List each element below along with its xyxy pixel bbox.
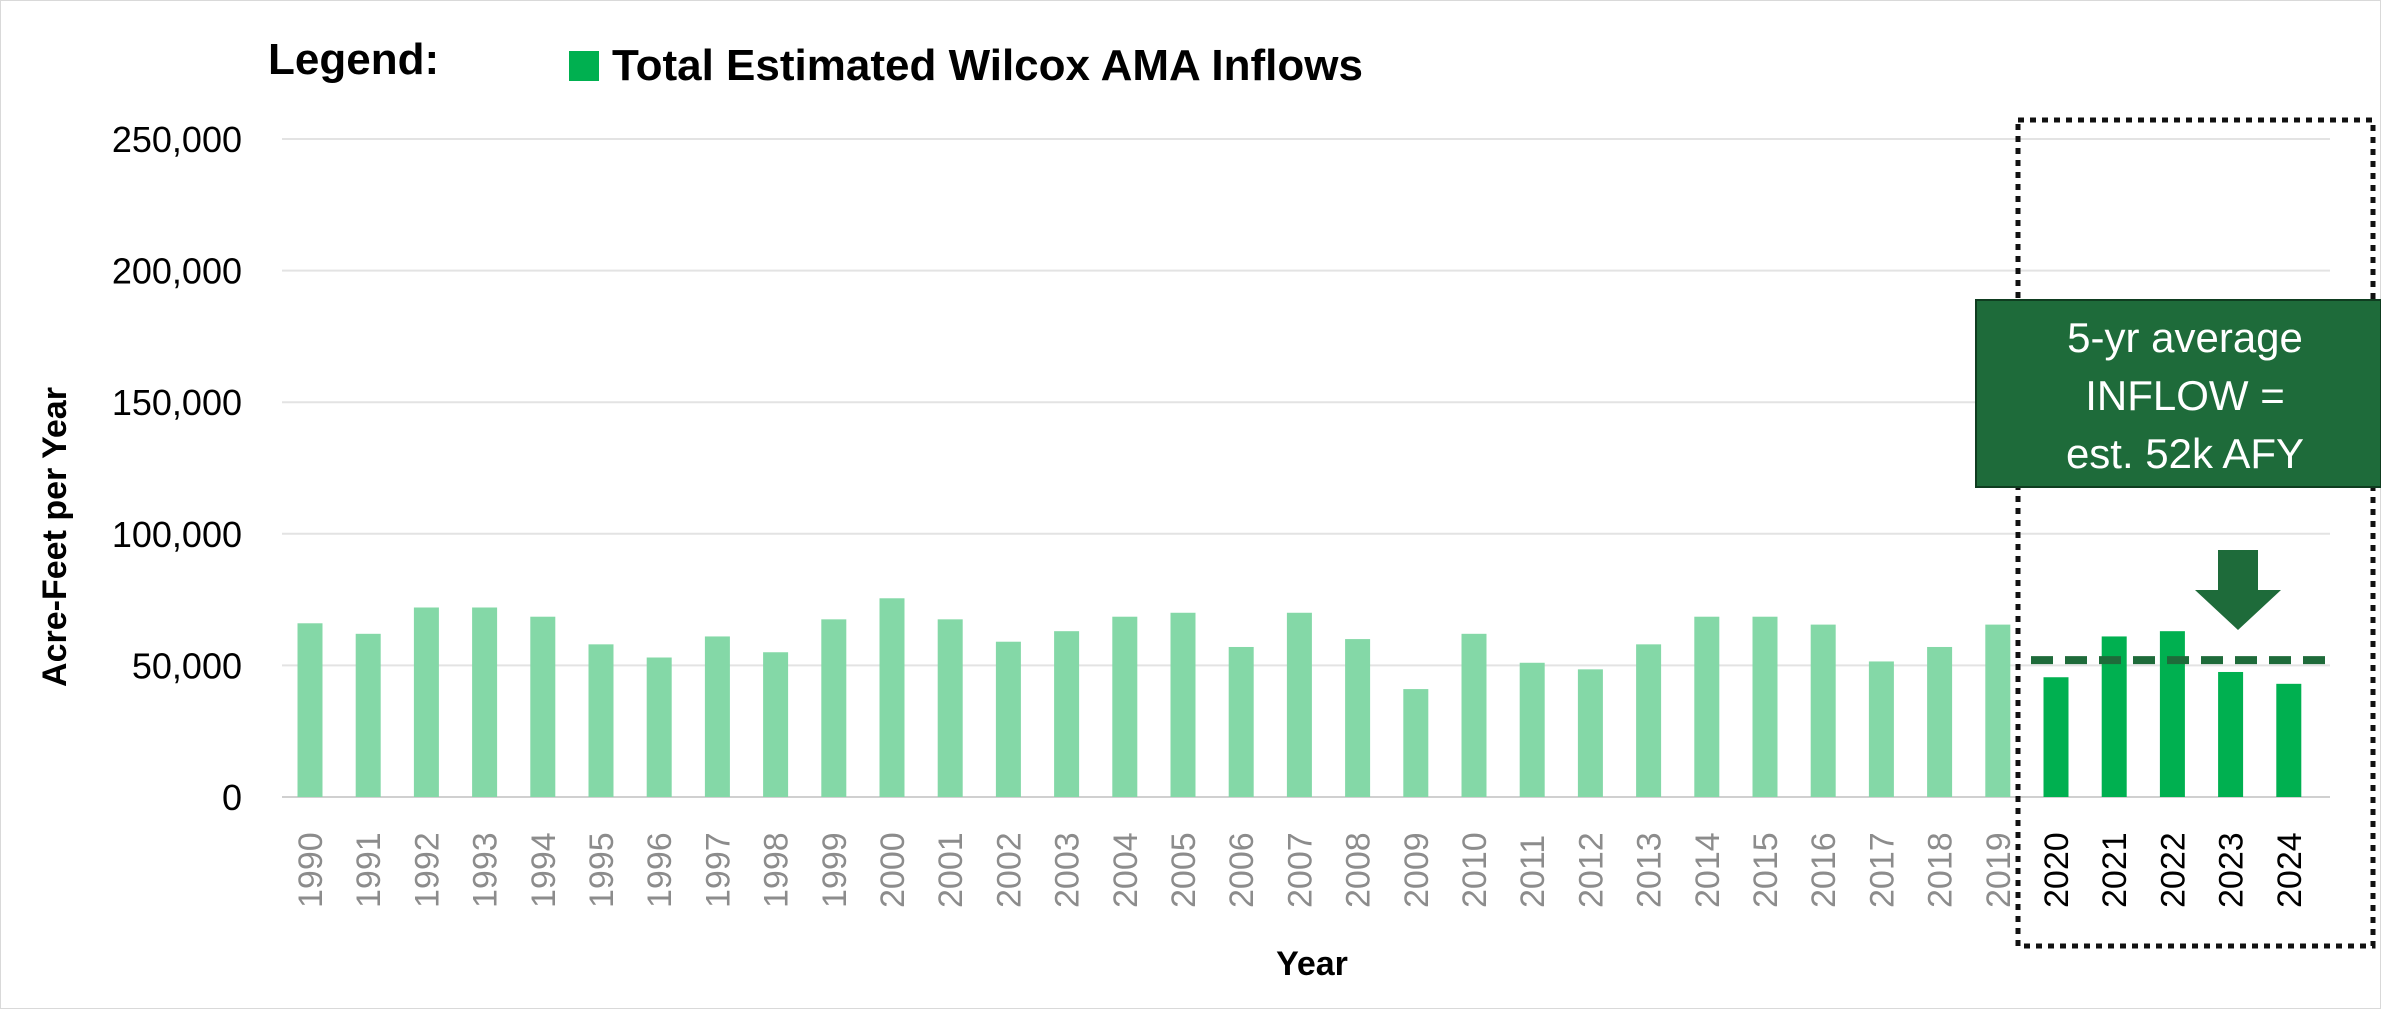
x-tick-label: 2000: [874, 832, 912, 908]
x-tick-label: 2017: [1863, 832, 1901, 908]
y-axis-ticks: 0 50,000 100,000 150,000 200,000 250,000: [112, 119, 242, 818]
bar-2003: [1054, 631, 1080, 797]
callout-line-2: INFLOW =: [2085, 372, 2285, 419]
x-tick-label: 2003: [1049, 832, 1087, 908]
callout-line-3: est. 52k AFY: [2066, 430, 2304, 477]
x-tick-label: 1994: [525, 832, 563, 908]
bar-2009: [1403, 689, 1429, 797]
x-tick-label: 2012: [1572, 832, 1610, 908]
bar-2023: [2218, 671, 2244, 797]
x-axis-ticks: 1990 1991 1992 1993 1994 1995 1996 1997 1998 1999…: [292, 832, 2309, 908]
callout: 5-yr average INFLOW = est. 52k AFY: [1975, 299, 2381, 488]
x-axis-label: Year: [1276, 945, 1348, 983]
down-arrow-icon: [2195, 550, 2281, 630]
x-tick-label: 2005: [1165, 832, 1203, 908]
x-tick-label: 2010: [1456, 832, 1494, 908]
y-tick-label: 50,000: [132, 645, 242, 686]
bar-2013: [1636, 644, 1662, 797]
bar-2001: [937, 619, 963, 797]
x-tick-label: 1993: [467, 832, 505, 908]
x-tick-label: 1999: [816, 832, 854, 908]
bar-2012: [1577, 669, 1603, 797]
bar-2008: [1345, 639, 1371, 797]
x-tick-label: 2014: [1689, 832, 1727, 908]
x-tick-label: 1996: [641, 832, 679, 908]
legend-swatch: [569, 51, 599, 81]
bar-1997: [704, 636, 730, 797]
x-tick-label: 2011: [1514, 835, 1552, 908]
x-tick-label: 2021: [2096, 832, 2134, 908]
bar-2016: [1810, 624, 1836, 797]
bar-2014: [1694, 616, 1720, 797]
x-tick-label: 2024: [2271, 832, 2309, 908]
bar-2006: [1228, 646, 1254, 797]
bar-2010: [1461, 633, 1487, 797]
bar-1992: [413, 607, 439, 797]
y-tick-label: 100,000: [112, 514, 242, 555]
x-tick-label: 1997: [699, 832, 737, 908]
x-tick-label: 1990: [292, 832, 330, 908]
x-tick-label: 2006: [1223, 832, 1261, 908]
bar-1991: [355, 633, 381, 797]
x-tick-label: 2018: [1922, 832, 1960, 908]
x-tick-label: 2015: [1747, 832, 1785, 908]
x-tick-label: 2004: [1107, 832, 1145, 908]
bar-1998: [763, 652, 789, 797]
bar-2018: [1927, 646, 1953, 797]
bar-2011: [1519, 662, 1545, 797]
x-tick-label: 2019: [1980, 832, 2018, 908]
y-tick-label: 250,000: [112, 119, 242, 160]
bar-1993: [472, 607, 498, 797]
bar-1990: [297, 623, 323, 797]
x-tick-label: 2023: [2213, 832, 2251, 908]
y-tick-label: 0: [222, 777, 242, 818]
x-tick-label: 2009: [1398, 832, 1436, 908]
bar-2002: [995, 641, 1021, 797]
x-tick-label: 2007: [1281, 832, 1319, 908]
bar-2020: [2043, 677, 2069, 797]
bar-1995: [588, 644, 614, 797]
x-tick-label: 1998: [758, 832, 796, 908]
bar-2000: [879, 598, 905, 797]
bar-1999: [821, 619, 847, 797]
x-tick-label: 2001: [932, 832, 970, 908]
x-tick-label: 2022: [2154, 832, 2192, 908]
x-tick-label: 1991: [350, 832, 388, 908]
y-tick-label: 150,000: [112, 382, 242, 423]
x-tick-label: 2016: [1805, 832, 1843, 908]
bar-2005: [1170, 612, 1196, 797]
bar-2022: [2159, 631, 2185, 797]
bar-2007: [1286, 612, 1312, 797]
callout-box: [1975, 299, 2381, 488]
bar-1994: [530, 616, 556, 797]
legend-title: Legend:: [268, 35, 439, 84]
x-tick-label: 2002: [990, 832, 1028, 908]
callout-line-1: 5-yr average: [2067, 314, 2303, 361]
x-tick-label: 2008: [1340, 832, 1378, 908]
bar-2004: [1112, 616, 1138, 797]
x-tick-label: 2013: [1631, 832, 1669, 908]
bar-2024: [2276, 683, 2302, 797]
x-tick-label: 1995: [583, 832, 621, 908]
bar-1996: [646, 657, 672, 797]
bar-2017: [1868, 661, 1894, 797]
bar-2015: [1752, 616, 1778, 797]
y-tick-label: 200,000: [112, 251, 242, 292]
highlight-box: [2015, 117, 2376, 949]
x-tick-label: 2020: [2038, 832, 2076, 908]
y-axis-label: Acre-Feet per Year: [36, 387, 74, 687]
x-tick-label: 1992: [408, 832, 446, 908]
bars: [297, 598, 2302, 797]
legend-label: Total Estimated Wilcox AMA Inflows: [612, 41, 1363, 90]
bar-2019: [1985, 624, 2011, 797]
